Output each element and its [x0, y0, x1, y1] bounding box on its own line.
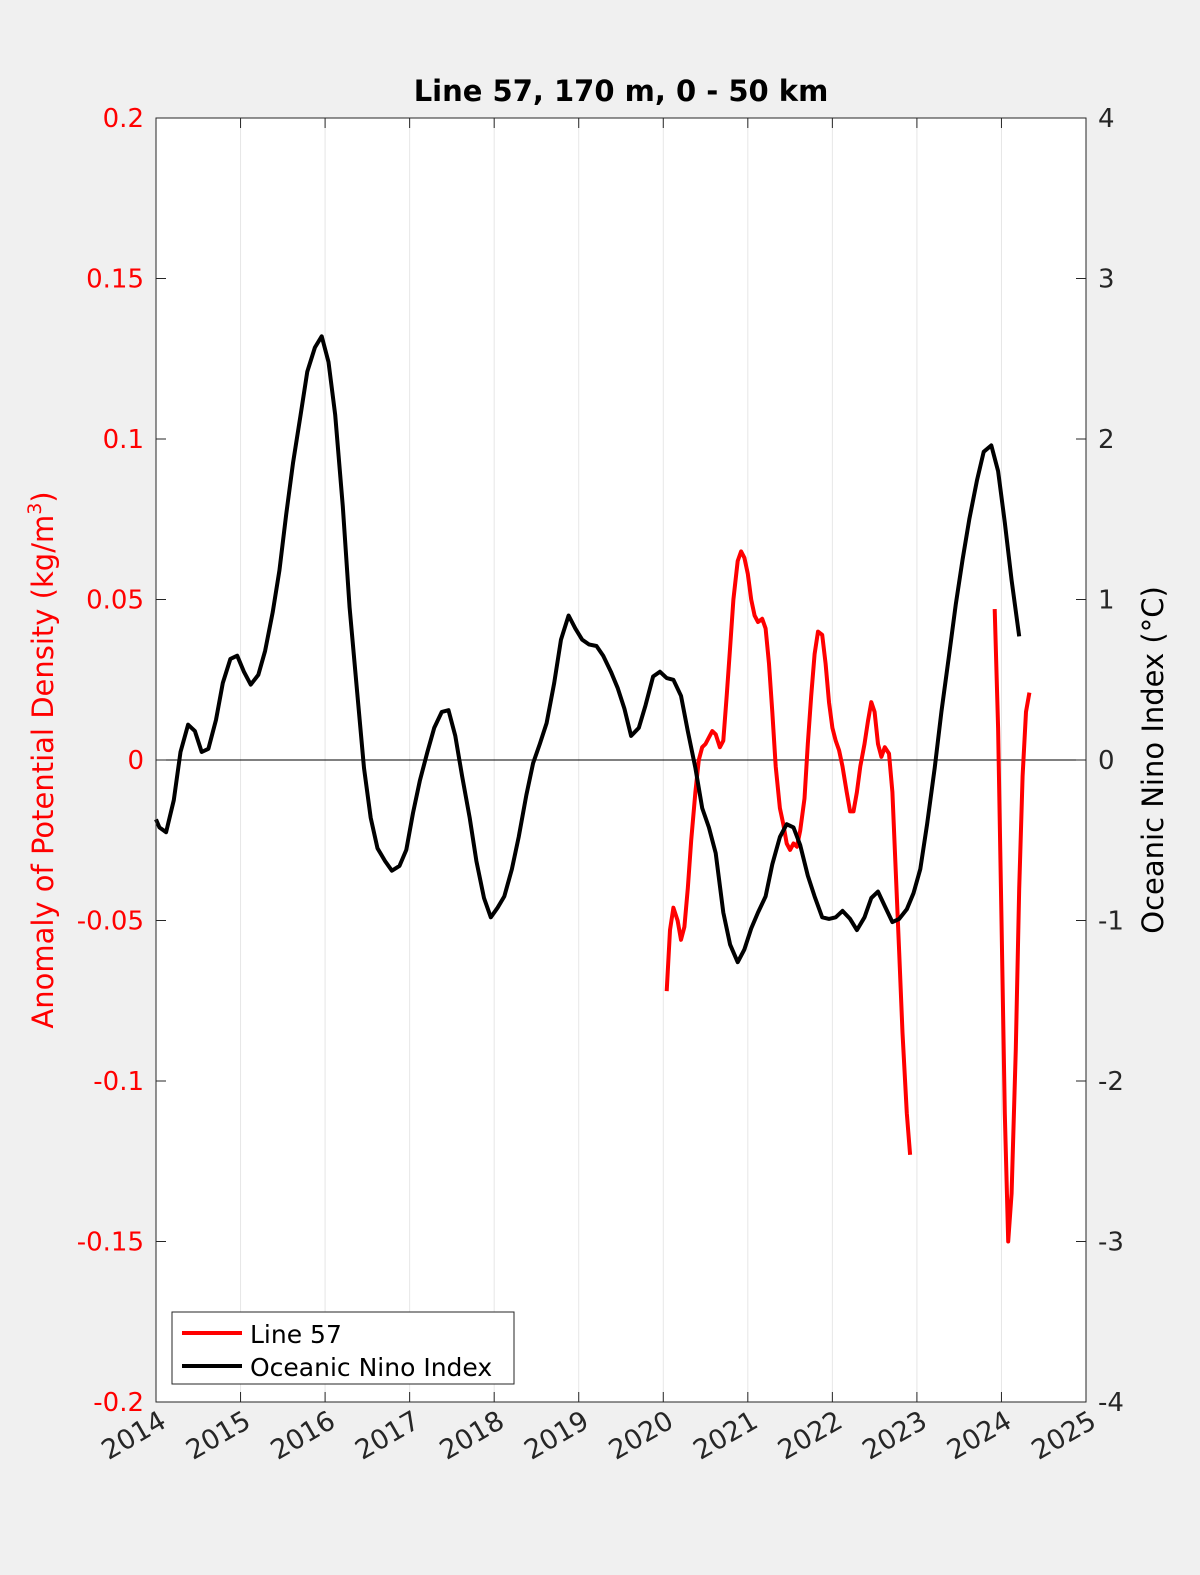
- left-y-tick-label: 0: [127, 746, 144, 776]
- right-y-tick-label: -2: [1098, 1067, 1124, 1097]
- right-y-tick-label: -4: [1098, 1388, 1124, 1418]
- right-y-tick-label: -1: [1098, 907, 1124, 937]
- series-layer: [154, 334, 1032, 1244]
- left-y-tick-label: 0.05: [86, 586, 144, 616]
- left-y-axis-label-sup: 3: [24, 503, 46, 515]
- left-y-tick-label: 0.2: [103, 104, 144, 134]
- tick-marks: [155, 117, 1087, 1403]
- chart-title: Line 57, 170 m, 0 - 50 km: [414, 74, 829, 108]
- left-y-tick-label: 0.1: [103, 425, 144, 455]
- right-y-axis-label: Oceanic Nino Index (°C): [1136, 586, 1170, 934]
- right-y-tick-label: 4: [1098, 104, 1115, 134]
- right-y-tick-label: 3: [1098, 265, 1115, 295]
- left-y-tick-labels: -0.2 -0.15 -0.1 -0.05 0 0.05 0.1 0.15 0.2: [77, 104, 144, 1418]
- right-y-tick-labels: -4 -3 -2 -1 0 1 2 3 4: [1098, 104, 1124, 1418]
- line-57-series-segment-0: [664, 549, 913, 1155]
- oni-series-segment-0: [154, 334, 1022, 965]
- legend: Line 57 Oceanic Nino Index: [171, 1311, 515, 1385]
- left-y-tick-label: -0.2: [93, 1388, 144, 1418]
- right-y-tick-label: -3: [1098, 1228, 1124, 1258]
- line-57-series-segment-1: [992, 609, 1032, 1244]
- right-y-tick-label: 2: [1098, 425, 1115, 455]
- left-y-tick-label: -0.15: [77, 1228, 144, 1258]
- left-y-axis-label-end: ): [26, 491, 60, 502]
- legend-label-line-57: Line 57: [250, 1320, 342, 1349]
- left-y-tick-label: 0.15: [86, 265, 144, 295]
- right-y-tick-label: 1: [1098, 586, 1115, 616]
- right-y-tick-label: 0: [1098, 746, 1115, 776]
- legend-box: [171, 1311, 515, 1385]
- left-y-tick-label: -0.05: [77, 907, 144, 937]
- legend-label-oni: Oceanic Nino Index: [250, 1353, 492, 1382]
- left-y-axis-label-text: Anomaly of Potential Density (kg/m: [26, 515, 60, 1029]
- left-y-tick-label: -0.1: [93, 1067, 144, 1097]
- left-y-axis-label: Anomaly of Potential Density (kg/m3): [24, 491, 60, 1028]
